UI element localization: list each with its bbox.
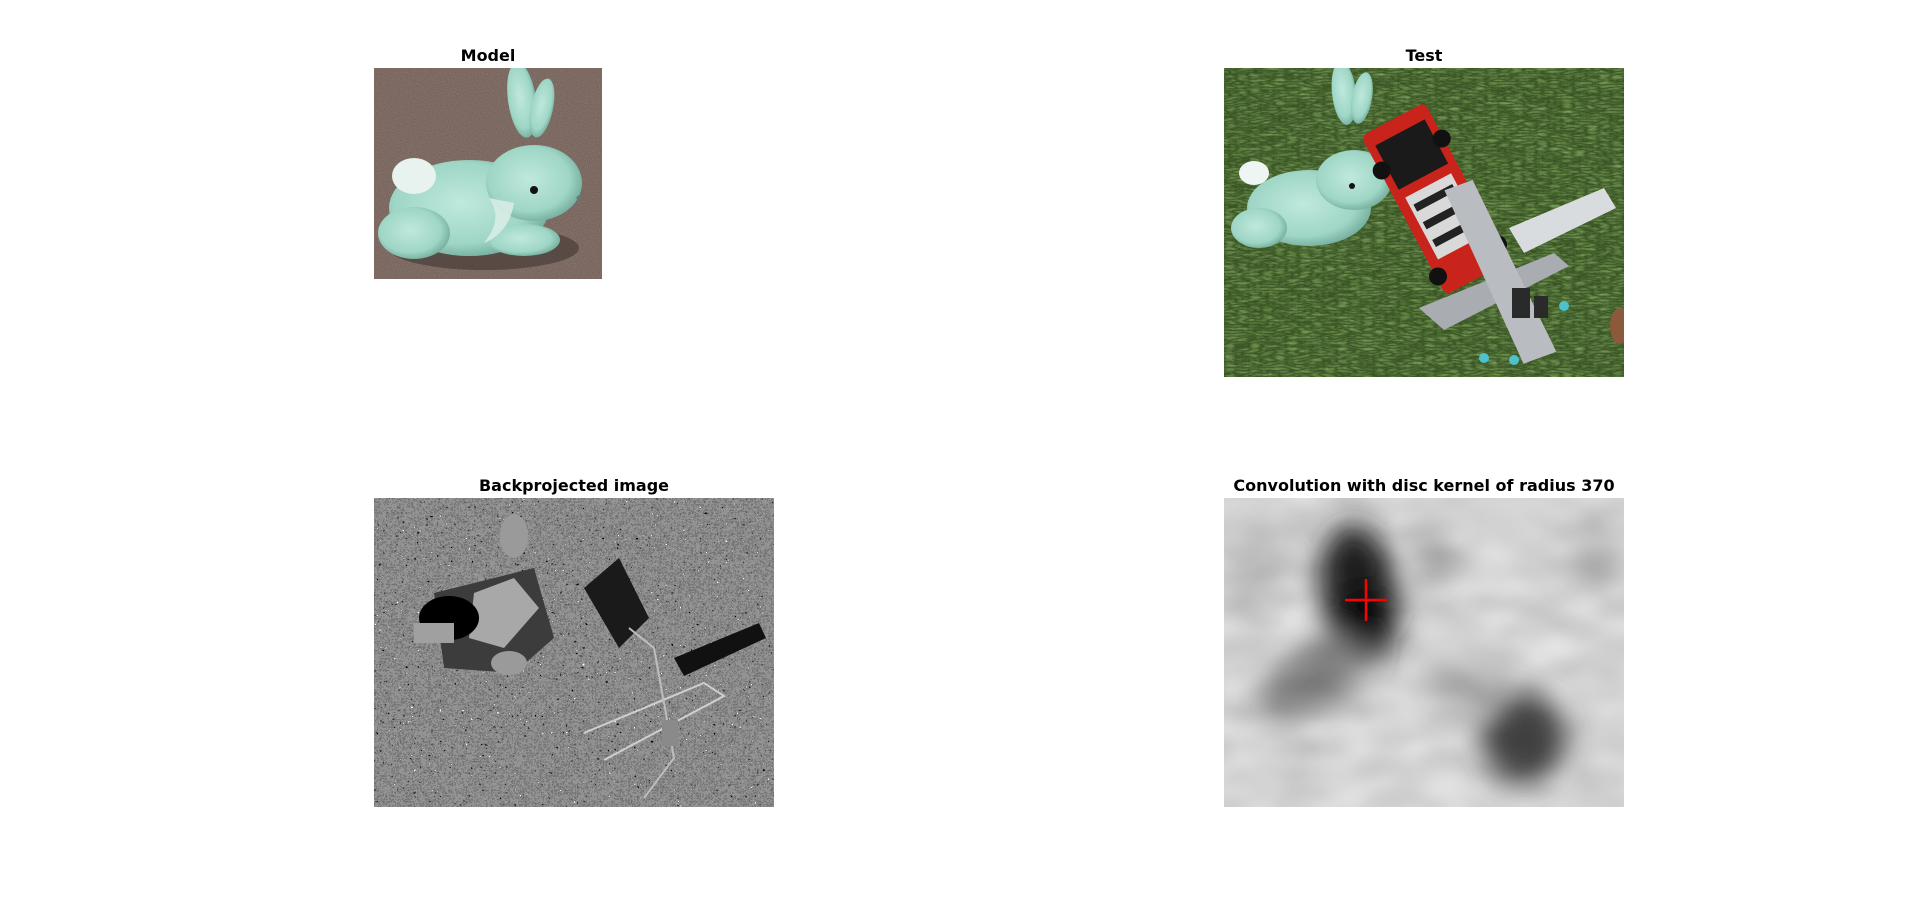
model-title: Model (460, 46, 516, 65)
model-image (374, 68, 602, 279)
cross-marker-icon (1345, 579, 1387, 621)
backprojected-title: Backprojected image (478, 476, 670, 495)
convolution-image (1224, 498, 1624, 807)
backprojected-image (374, 498, 774, 807)
convolution-title: Convolution with disc kernel of radius 3… (1233, 476, 1615, 495)
test-image (1224, 68, 1624, 377)
test-title: Test (1405, 46, 1443, 65)
